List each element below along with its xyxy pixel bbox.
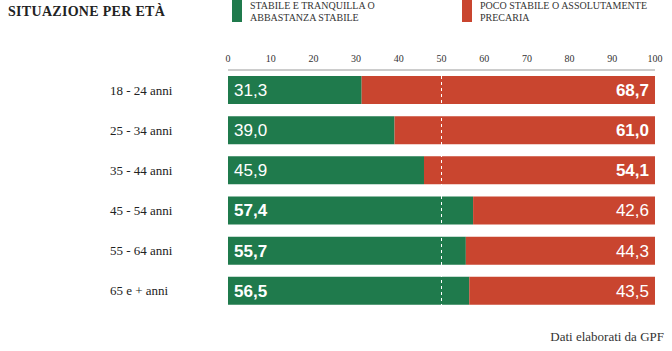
svg-text:44,3: 44,3	[616, 242, 649, 261]
svg-text:68,7: 68,7	[616, 81, 649, 100]
svg-text:56,5: 56,5	[234, 282, 267, 301]
svg-text:25 - 34 anni: 25 - 34 anni	[110, 123, 173, 138]
svg-text:39,0: 39,0	[234, 121, 267, 140]
svg-text:54,1: 54,1	[616, 161, 649, 180]
svg-text:50: 50	[437, 53, 447, 64]
svg-text:45 - 54 anni: 45 - 54 anni	[110, 203, 173, 218]
html-text:SITUAZIONE PER ETÀ: SITUAZIONE PER ETÀ	[8, 4, 166, 19]
svg-text:61,0: 61,0	[616, 121, 649, 140]
html-text:STABILE E TRANQUILLA O ABBASTA: STABILE E TRANQUILLA O ABBASTANZA STABIL…	[250, 0, 375, 23]
svg-text:30: 30	[351, 53, 361, 64]
svg-text:18 - 24 anni: 18 - 24 anni	[110, 83, 173, 98]
svg-text:40: 40	[394, 53, 404, 64]
svg-text:55 - 64 anni: 55 - 64 anni	[110, 243, 173, 258]
svg-text:100: 100	[648, 53, 663, 64]
svg-text:42,6: 42,6	[616, 201, 649, 220]
svg-text:31,3: 31,3	[234, 81, 267, 100]
svg-text:60: 60	[479, 53, 489, 64]
svg-text:70: 70	[522, 53, 532, 64]
svg-text:10: 10	[266, 53, 276, 64]
svg-text:45,9: 45,9	[234, 161, 267, 180]
svg-text:65 e + anni: 65 e + anni	[110, 283, 169, 298]
html-text:Dati elaborati da GPF: Dati elaborati da GPF	[550, 329, 664, 344]
svg-text:20: 20	[308, 53, 318, 64]
svg-text:80: 80	[565, 53, 575, 64]
html-text:POCO STABILE O ASSOLUTAMENTE P: POCO STABILE O ASSOLUTAMENTE PRECARIA	[480, 0, 647, 23]
svg-text:43,5: 43,5	[616, 282, 649, 301]
svg-text:57,4: 57,4	[234, 201, 268, 220]
svg-text:0: 0	[226, 53, 231, 64]
svg-text:55,7: 55,7	[234, 242, 267, 261]
svg-text:35 - 44 anni: 35 - 44 anni	[110, 163, 173, 178]
svg-text:90: 90	[607, 53, 617, 64]
